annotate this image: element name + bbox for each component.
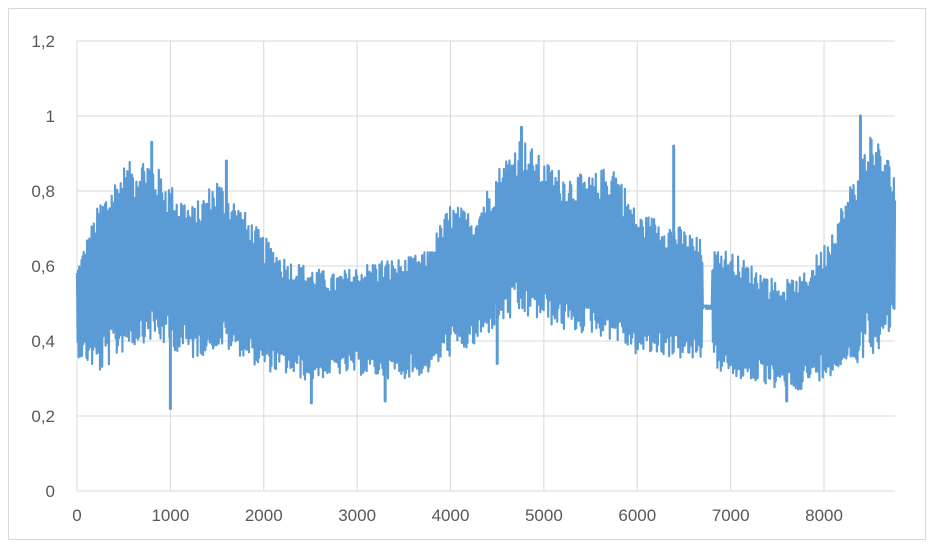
- y-tick-label: 0,6: [31, 257, 55, 276]
- y-tick-label: 0: [46, 482, 55, 501]
- x-tick-label: 1000: [151, 506, 189, 525]
- y-tick-label: 0,2: [31, 407, 55, 426]
- x-tick-label: 0: [72, 506, 81, 525]
- x-tick-label: 2000: [245, 506, 283, 525]
- x-axis-ticks: 0 1000 2000 3000 4000 5000 6000 7000 8000: [72, 506, 843, 525]
- x-tick-label: 5000: [525, 506, 563, 525]
- y-axis-ticks: 0 0,2 0,4 0,6 0,8 1 1,2: [31, 32, 55, 501]
- y-tick-label: 0,8: [31, 182, 55, 201]
- y-tick-label: 1,2: [31, 32, 55, 51]
- x-tick-label: 7000: [712, 506, 750, 525]
- series-line: [75, 136, 897, 391]
- y-tick-label: 1: [46, 107, 55, 126]
- x-tick-label: 3000: [338, 506, 376, 525]
- y-tick-label: 0,4: [31, 332, 55, 351]
- plot-area: [75, 114, 897, 410]
- x-tick-label: 8000: [805, 506, 843, 525]
- x-tick-label: 4000: [432, 506, 470, 525]
- x-tick-label: 6000: [618, 506, 656, 525]
